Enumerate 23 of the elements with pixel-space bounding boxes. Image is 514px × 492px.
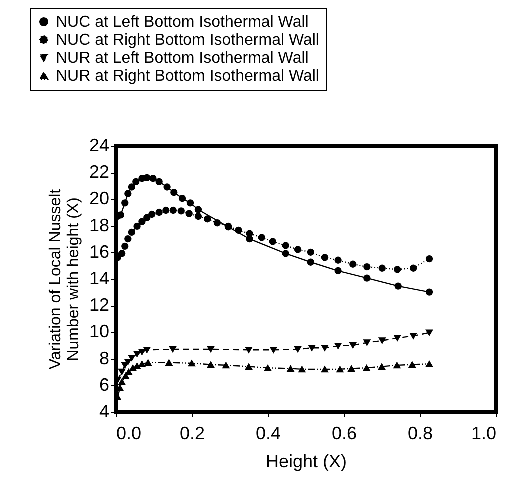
y-axis-title: Variation of Local Nusselt Number with height (X)	[47, 188, 82, 370]
y-tick-label: 10	[89, 322, 110, 342]
y-tick-label: 14	[89, 268, 110, 288]
y-tick-label: 24	[89, 136, 110, 156]
x-tick-label: 0.0	[116, 424, 142, 444]
y-tick-label: 6	[99, 374, 110, 395]
legend-label: NUR at Right Bottom Isothermal Wall	[56, 68, 320, 85]
y-tick-label: 12	[89, 295, 110, 316]
x-tick-label: 1.0	[471, 424, 496, 444]
legend-label: NUC at Right Bottom Isothermal Wall	[56, 32, 320, 49]
x-tick-label: 0.4	[256, 424, 282, 444]
x-tick-label: 0.2	[180, 424, 206, 444]
y-tick-label: 18	[89, 215, 110, 236]
x-tick-label: 0.6	[332, 424, 358, 444]
x-tick-label: 0.8	[408, 424, 434, 444]
x-axis-title: Height (X)	[266, 452, 348, 472]
y-tick-label: 20	[89, 188, 110, 209]
y-tick-label: 8	[99, 348, 110, 368]
y-tick-label: 22	[89, 162, 110, 182]
legend-label: NUC at Left Bottom Isothermal Wall	[56, 14, 309, 31]
y-tick-label: 4	[99, 402, 110, 422]
legend-label: NUR at Left Bottom Isothermal Wall	[56, 50, 309, 67]
y-tick-label: 16	[89, 242, 110, 262]
